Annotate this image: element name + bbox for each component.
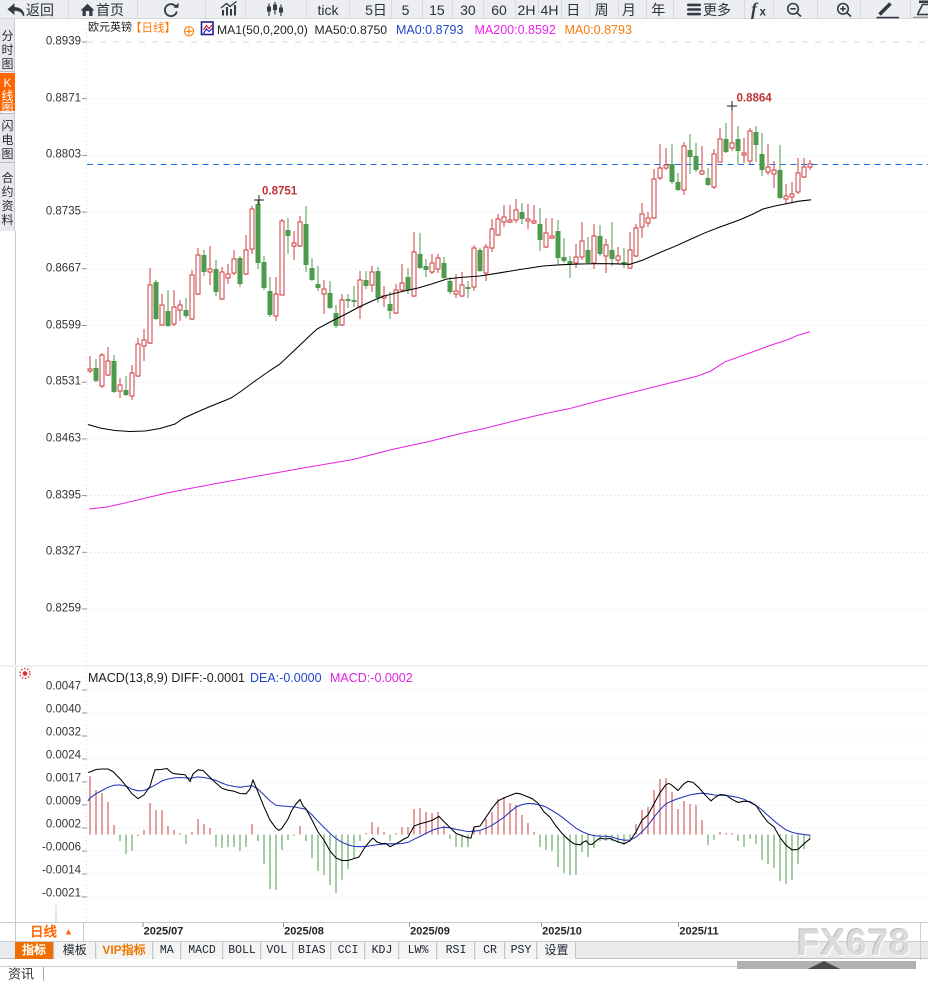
svg-text:x: x (760, 7, 767, 19)
svg-text:f: f (751, 0, 759, 19)
